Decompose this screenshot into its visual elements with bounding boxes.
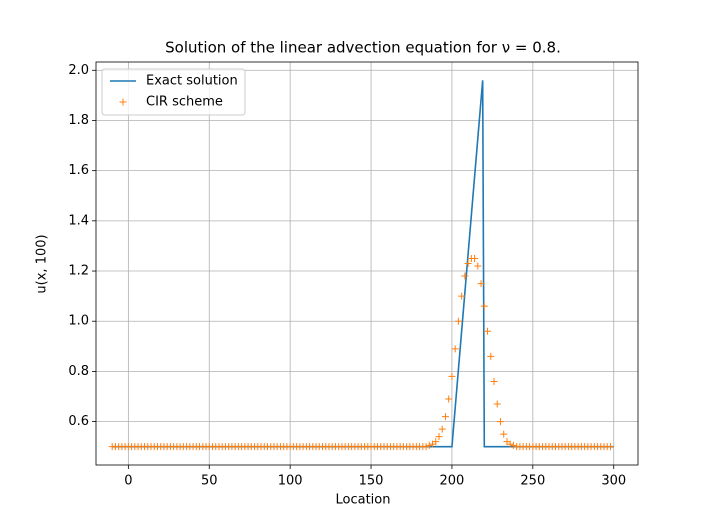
cir-point: [509, 441, 517, 449]
y-tick-label: 1.0: [68, 314, 89, 329]
plot-frame: [95, 61, 639, 466]
cir-point: [441, 413, 449, 421]
y-tick-label: 0.8: [68, 364, 89, 379]
x-axis-label: Location: [336, 493, 391, 508]
cir-point: [477, 280, 485, 288]
x-tick-label: 200: [440, 474, 465, 489]
y-tick-label: 2.0: [68, 63, 89, 78]
cir-point: [484, 327, 492, 335]
legend-label: CIR scheme: [146, 95, 223, 110]
y-tick-label: 1.8: [68, 113, 89, 128]
cir-point: [454, 317, 462, 325]
cir-point: [438, 425, 446, 433]
x-tick-label: 0: [124, 474, 132, 489]
cir-point: [445, 395, 453, 403]
x-tick-label: 300: [601, 474, 626, 489]
y-tick-label: 1.4: [68, 213, 89, 228]
cir-point: [474, 262, 482, 270]
chart-title: Solution of the linear advection equatio…: [165, 39, 561, 57]
cir-point: [464, 260, 472, 267]
cir-point: [448, 372, 456, 380]
x-tick-label: 50: [201, 474, 218, 489]
x-tick-label: 250: [520, 474, 545, 489]
cir-point: [461, 272, 469, 280]
y-tick-label: 0.6: [68, 414, 89, 429]
cir-point: [493, 400, 501, 408]
cir-point: [471, 254, 479, 262]
y-tick-label: 1.6: [68, 163, 89, 178]
x-tick-label: 100: [278, 474, 303, 489]
cir-point: [606, 443, 614, 451]
cir-point: [490, 377, 498, 385]
cir-point: [458, 292, 466, 300]
legend-box: [101, 68, 246, 116]
legend-label: Exact solution: [146, 74, 238, 89]
cir-point: [432, 438, 440, 446]
cir-point: [480, 302, 488, 310]
cir-point: [496, 418, 504, 426]
cir-point: [487, 352, 495, 360]
cir-point: [500, 430, 508, 438]
legend-swatch: [119, 98, 127, 106]
cir-point: [451, 345, 459, 353]
y-axis-label: u(x, 100): [35, 234, 50, 293]
cir-point: [422, 443, 430, 451]
x-tick-label: 150: [359, 474, 384, 489]
cir-point: [425, 441, 433, 449]
cir-point: [506, 440, 514, 448]
cir-point: [435, 433, 443, 441]
exact-line: [112, 80, 614, 448]
y-tick-label: 1.2: [68, 264, 89, 279]
